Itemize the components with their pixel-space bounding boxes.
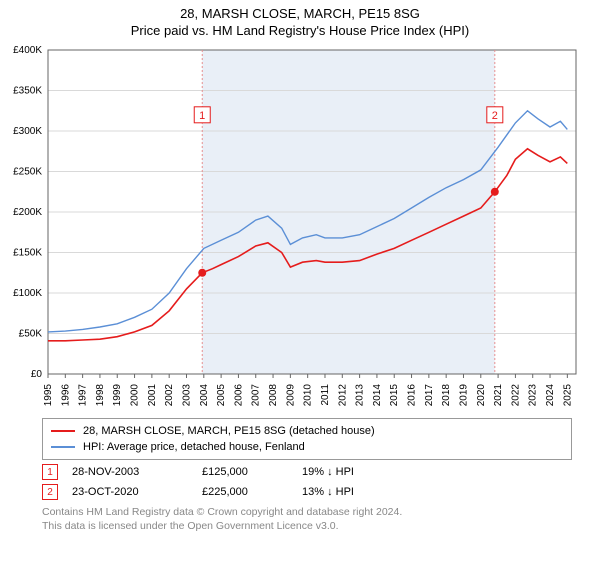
transaction-row: 2 23-OCT-2020£225,00013% ↓ HPI [42,484,600,500]
svg-text:£250K: £250K [13,167,42,178]
svg-text:2018: 2018 [441,384,452,407]
legend: 28, MARSH CLOSE, MARCH, PE15 8SG (detach… [42,418,572,460]
chart-title: 28, MARSH CLOSE, MARCH, PE15 8SG [0,6,600,21]
svg-text:2024: 2024 [545,384,556,407]
transaction-hpi: 19% ↓ HPI [302,466,422,478]
transactions-list: 1 28-NOV-2003£125,00019% ↓ HPI 2 23-OCT-202… [0,464,600,500]
svg-text:2011: 2011 [320,384,331,406]
svg-text:1: 1 [199,110,205,122]
svg-text:2023: 2023 [528,384,539,407]
svg-text:2005: 2005 [216,384,227,407]
svg-text:2009: 2009 [285,384,296,407]
svg-text:2003: 2003 [181,384,192,407]
svg-text:2002: 2002 [164,384,175,407]
legend-label: HPI: Average price, detached house, Fenl… [83,439,305,455]
chart-subtitle: Price paid vs. HM Land Registry's House … [0,23,600,38]
svg-text:2020: 2020 [476,384,487,407]
legend-label: 28, MARSH CLOSE, MARCH, PE15 8SG (detach… [83,423,375,439]
svg-text:2017: 2017 [424,384,435,407]
svg-text:1998: 1998 [95,384,106,407]
svg-text:£100K: £100K [13,288,42,299]
svg-text:2: 2 [492,110,498,122]
footnote-line2: This data is licensed under the Open Gov… [42,520,339,532]
transaction-date: 28-NOV-2003 [72,466,202,478]
svg-text:2000: 2000 [130,384,141,407]
svg-text:2025: 2025 [562,384,573,407]
svg-text:1999: 1999 [112,384,123,407]
transaction-marker: 2 [42,484,58,500]
svg-text:2010: 2010 [303,384,314,407]
svg-text:2013: 2013 [355,384,366,407]
transaction-date: 23-OCT-2020 [72,486,202,498]
svg-text:2006: 2006 [233,384,244,407]
legend-swatch [51,446,75,448]
legend-item: HPI: Average price, detached house, Fenl… [51,439,563,455]
svg-text:2015: 2015 [389,384,400,407]
svg-text:2021: 2021 [493,384,504,407]
svg-text:2007: 2007 [251,384,262,407]
svg-text:1996: 1996 [60,384,71,407]
svg-text:1995: 1995 [43,384,54,407]
svg-text:2008: 2008 [268,384,279,407]
svg-text:£300K: £300K [13,126,42,137]
svg-text:2001: 2001 [147,384,158,407]
footnote: Contains HM Land Registry data © Crown c… [42,506,572,533]
svg-text:2004: 2004 [199,384,210,407]
transaction-row: 1 28-NOV-2003£125,00019% ↓ HPI [42,464,600,480]
svg-text:£0: £0 [31,369,43,380]
svg-text:2022: 2022 [510,384,521,407]
transaction-hpi: 13% ↓ HPI [302,486,422,498]
footnote-line1: Contains HM Land Registry data © Crown c… [42,506,402,518]
svg-text:1997: 1997 [78,384,89,407]
chart-area: £0 £50K £100K £150K £200K £250K £300K £350K £400… [0,42,600,412]
transaction-price: £225,000 [202,486,302,498]
svg-text:2014: 2014 [372,384,383,407]
svg-text:£50K: £50K [19,329,43,340]
svg-text:2012: 2012 [337,384,348,407]
transaction-price: £125,000 [202,466,302,478]
chart-container: 28, MARSH CLOSE, MARCH, PE15 8SG Price p… [0,6,600,566]
svg-text:2019: 2019 [458,384,469,407]
transaction-marker: 1 [42,464,58,480]
svg-text:£400K: £400K [13,45,42,56]
svg-text:£150K: £150K [13,248,42,259]
svg-text:£350K: £350K [13,86,42,97]
legend-swatch [51,430,75,432]
line-chart-svg: £0 £50K £100K £150K £200K £250K £300K £350K £400… [0,42,600,412]
legend-item: 28, MARSH CLOSE, MARCH, PE15 8SG (detach… [51,423,563,439]
svg-text:£200K: £200K [13,207,42,218]
svg-text:2016: 2016 [407,384,418,407]
